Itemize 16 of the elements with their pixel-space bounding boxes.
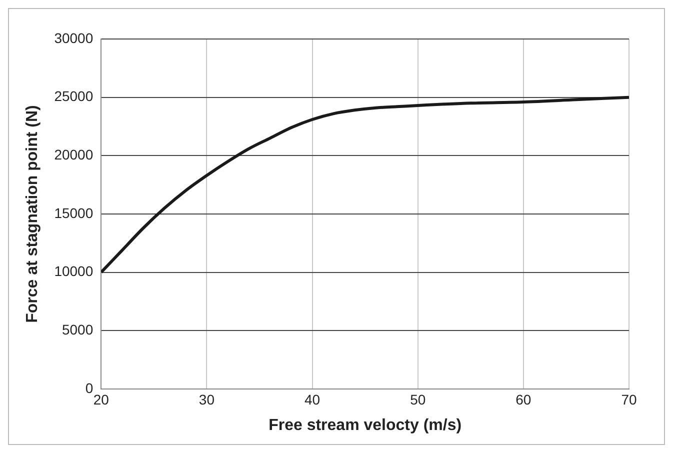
y-tick-label: 20000 [54,146,94,163]
x-tick-label: 20 [93,391,110,408]
x-tick-label: 40 [304,391,320,408]
y-tick-label: 25000 [54,88,94,104]
x-tick-label: 60 [516,391,532,408]
x-tick-label: 70 [621,391,637,408]
y-tick-label: 15000 [54,204,94,221]
y-tick-label: 5000 [62,322,94,338]
line-series [101,96,629,274]
y-axis-title: Force at stagnation point (N) [24,105,42,323]
x-tick-label: 30 [198,391,215,408]
y-tick-label: 30000 [54,30,94,46]
x-tick-label: 50 [410,391,426,408]
y-tick-label: 10000 [54,263,94,280]
x-axis-title: Free stream velocty (m/s) [268,416,462,434]
y-tick-label: 0 [85,380,94,396]
